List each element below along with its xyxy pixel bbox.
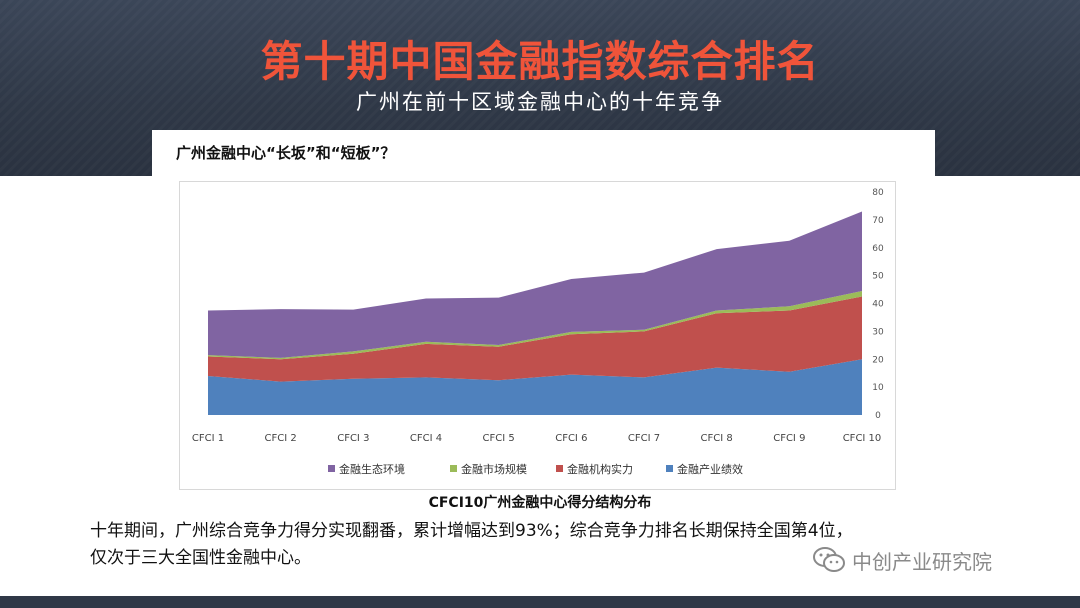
x-tick-label: CFCI 7 <box>628 433 660 444</box>
header-banner: 第十期中国金融指数综合排名 广州在前十区域金融中心的十年竞争 <box>0 0 1080 176</box>
y-tick-label: 20 <box>872 355 884 365</box>
legend-swatch <box>328 465 335 472</box>
y-tick-label: 80 <box>872 188 884 198</box>
x-tick-label: CFCI 2 <box>265 433 297 444</box>
legend-item: 金融产业绩效 <box>666 462 743 476</box>
x-tick-label: CFCI 6 <box>555 433 587 444</box>
legend-swatch <box>450 465 457 472</box>
chart-caption: CFCI10广州金融中心得分结构分布 <box>428 495 652 511</box>
body-text: 十年期间，广州综合竞争力得分实现翻番，累计增幅达到93%；综合竞争力排名长期保持… <box>90 518 1050 572</box>
body-text-line-2: 仅次于三大全国性金融中心。 <box>90 548 311 568</box>
watermark-text: 中创产业研究院 <box>852 549 992 574</box>
y-tick-label: 50 <box>872 272 884 282</box>
legend-label: 金融市场规模 <box>461 462 527 476</box>
watermark: 中创产业研究院 <box>812 545 992 575</box>
legend-item: 金融生态环境 <box>328 462 405 476</box>
area-series-4 <box>208 211 862 358</box>
footer-bar <box>0 596 1080 608</box>
legend-item: 金融机构实力 <box>556 462 633 476</box>
y-tick-label: 40 <box>872 300 884 310</box>
y-tick-label: 70 <box>872 216 884 226</box>
legend-label: 金融机构实力 <box>567 462 633 476</box>
legend-label: 金融产业绩效 <box>677 462 743 476</box>
page-title: 第十期中国金融指数综合排名 <box>260 37 820 86</box>
x-tick-label: CFCI 4 <box>410 433 442 444</box>
x-tick-label: CFCI 1 <box>192 433 224 444</box>
stacked-area-chart: 0 10 20 30 40 50 60 70 80 CFCI 1 CFCI 2 CFCI 3 CFCI … <box>192 188 884 476</box>
x-tick-label: CFCI 9 <box>773 433 805 444</box>
legend-label: 金融生态环境 <box>339 462 405 476</box>
panel-heading: 广州金融中心“长坂”和“短板”？ <box>176 144 396 162</box>
legend-item: 金融市场规模 <box>450 462 527 476</box>
y-tick-label: 60 <box>872 244 884 254</box>
x-tick-label: CFCI 3 <box>337 433 369 444</box>
legend-swatch <box>666 465 673 472</box>
y-tick-label: 0 <box>875 411 881 421</box>
x-tick-label: CFCI 8 <box>701 433 733 444</box>
x-tick-label: CFCI 10 <box>843 433 882 444</box>
area-series-1 <box>208 359 862 415</box>
chart-container: 0 10 20 30 40 50 60 70 80 CFCI 1 CFCI 2 CFCI 3 CFCI … <box>179 181 896 490</box>
x-tick-label: CFCI 5 <box>483 433 515 444</box>
y-tick-label: 10 <box>872 383 884 393</box>
legend-swatch <box>556 465 563 472</box>
y-tick-label: 30 <box>872 327 884 337</box>
page-subtitle: 广州在前十区域金融中心的十年竞争 <box>356 90 724 114</box>
area-series-2 <box>208 296 862 382</box>
body-text-line-1: 十年期间，广州综合竞争力得分实现翻番，累计增幅达到93%；综合竞争力排名长期保持… <box>90 521 853 541</box>
wechat-icon <box>813 547 845 572</box>
